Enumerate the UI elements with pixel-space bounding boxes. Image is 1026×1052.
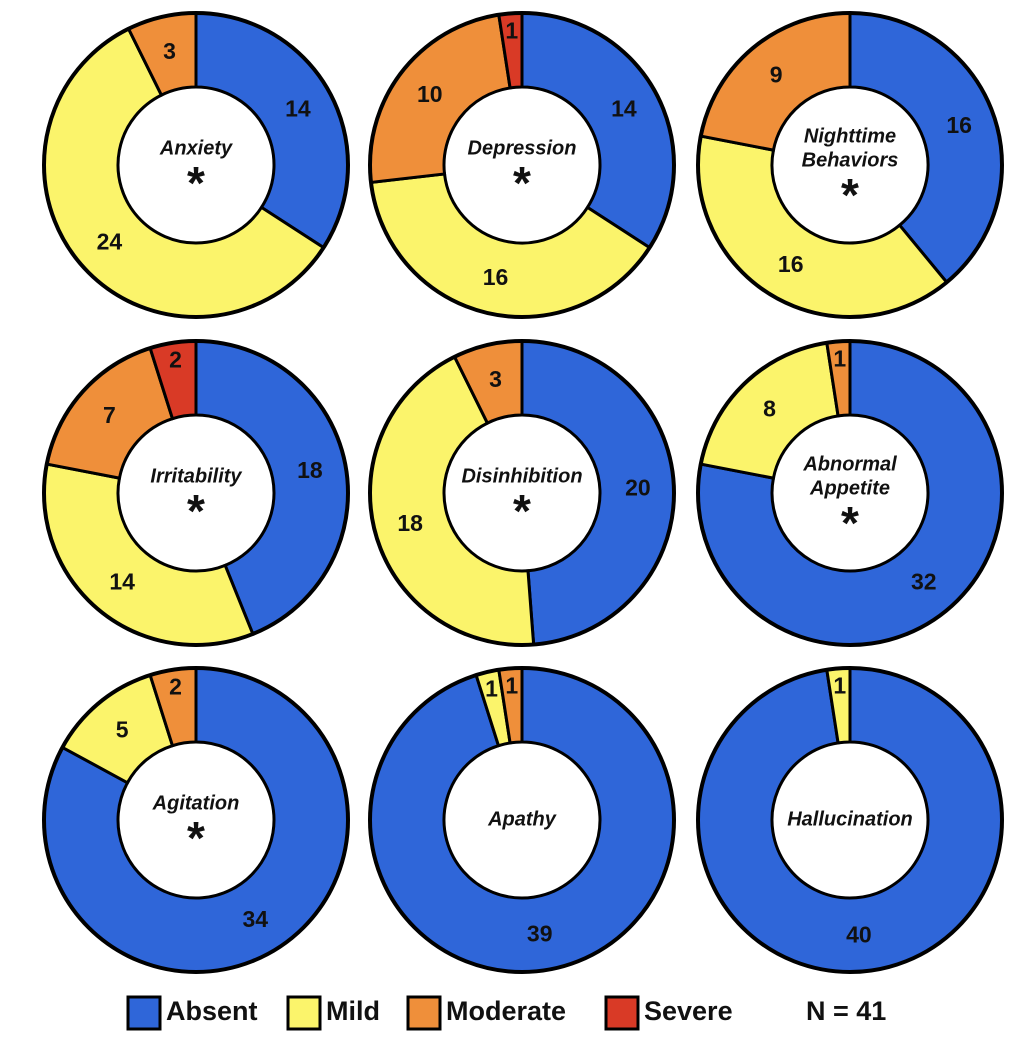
donut-title: Appetite (809, 477, 890, 499)
legend-swatch (406, 995, 442, 1031)
donut-outline (368, 11, 676, 319)
slice-label: 14 (109, 569, 135, 595)
donut-outline (696, 666, 1004, 974)
donut-outline (368, 339, 676, 647)
slice-label: 24 (97, 228, 123, 254)
donut-title: Agitation (152, 792, 240, 814)
slice-label: 34 (242, 906, 268, 932)
legend-label: Moderate (446, 996, 566, 1026)
donut-outline (696, 11, 1004, 319)
slice-label: 16 (778, 251, 804, 277)
slice (520, 339, 676, 647)
slice-label: 1 (833, 345, 846, 371)
slice-label: 8 (763, 395, 776, 421)
donut-outline (368, 666, 676, 974)
donut-outline (42, 339, 350, 647)
donut-title: Depression (468, 137, 577, 159)
slice-label: 1 (505, 17, 518, 43)
legend-label: Severe (644, 996, 733, 1026)
slice (194, 11, 350, 250)
donut-title: Abnormal (802, 453, 897, 475)
donut-outline (42, 11, 350, 319)
slice-label: 16 (946, 112, 972, 138)
slice-label: 2 (169, 674, 182, 700)
annotation: * (187, 157, 205, 209)
note: N = 41 (806, 996, 886, 1026)
donut-title: Apathy (487, 808, 557, 830)
donut-title: Anxiety (159, 137, 233, 159)
slice-label: 7 (103, 402, 116, 428)
slice-label: 9 (770, 62, 783, 88)
legend-label: Absent (166, 996, 258, 1026)
legend-label: Mild (326, 996, 380, 1026)
legend-swatch (604, 995, 640, 1031)
slice-label: 14 (285, 96, 311, 122)
annotation: * (841, 169, 859, 221)
slice-label: 39 (527, 921, 553, 947)
annotation: * (187, 485, 205, 537)
donut-title: Behaviors (802, 149, 899, 171)
slice-label: 1 (505, 672, 518, 698)
slice-label: 40 (846, 922, 872, 948)
slice-label: 1 (485, 676, 498, 702)
slice-label: 32 (911, 569, 937, 595)
slice-label: 3 (489, 366, 502, 392)
slice-label: 14 (611, 96, 637, 122)
slice (520, 11, 676, 250)
annotation: * (841, 497, 859, 549)
slice (42, 462, 255, 647)
slice-label: 18 (397, 510, 423, 536)
slice-label: 2 (169, 347, 182, 373)
slice-label: 20 (625, 475, 651, 501)
donut-title: Disinhibition (461, 465, 582, 487)
slice-label: 1 (833, 672, 846, 698)
slice-label: 3 (163, 38, 176, 64)
slice-label: 18 (297, 457, 323, 483)
slice-label: 16 (483, 264, 509, 290)
annotation: * (513, 485, 531, 537)
donut-outline (42, 666, 350, 974)
donut-title: Irritability (150, 465, 242, 487)
annotation: * (187, 812, 205, 864)
slice-label: 10 (417, 81, 443, 107)
annotation: * (513, 157, 531, 209)
legend-swatch (286, 995, 322, 1031)
donut-title: Hallucination (787, 808, 913, 830)
legend-swatch (126, 995, 162, 1031)
slice-label: 5 (116, 717, 129, 743)
donut-title: Nighttime (804, 125, 896, 147)
donut-outline (696, 339, 1004, 647)
